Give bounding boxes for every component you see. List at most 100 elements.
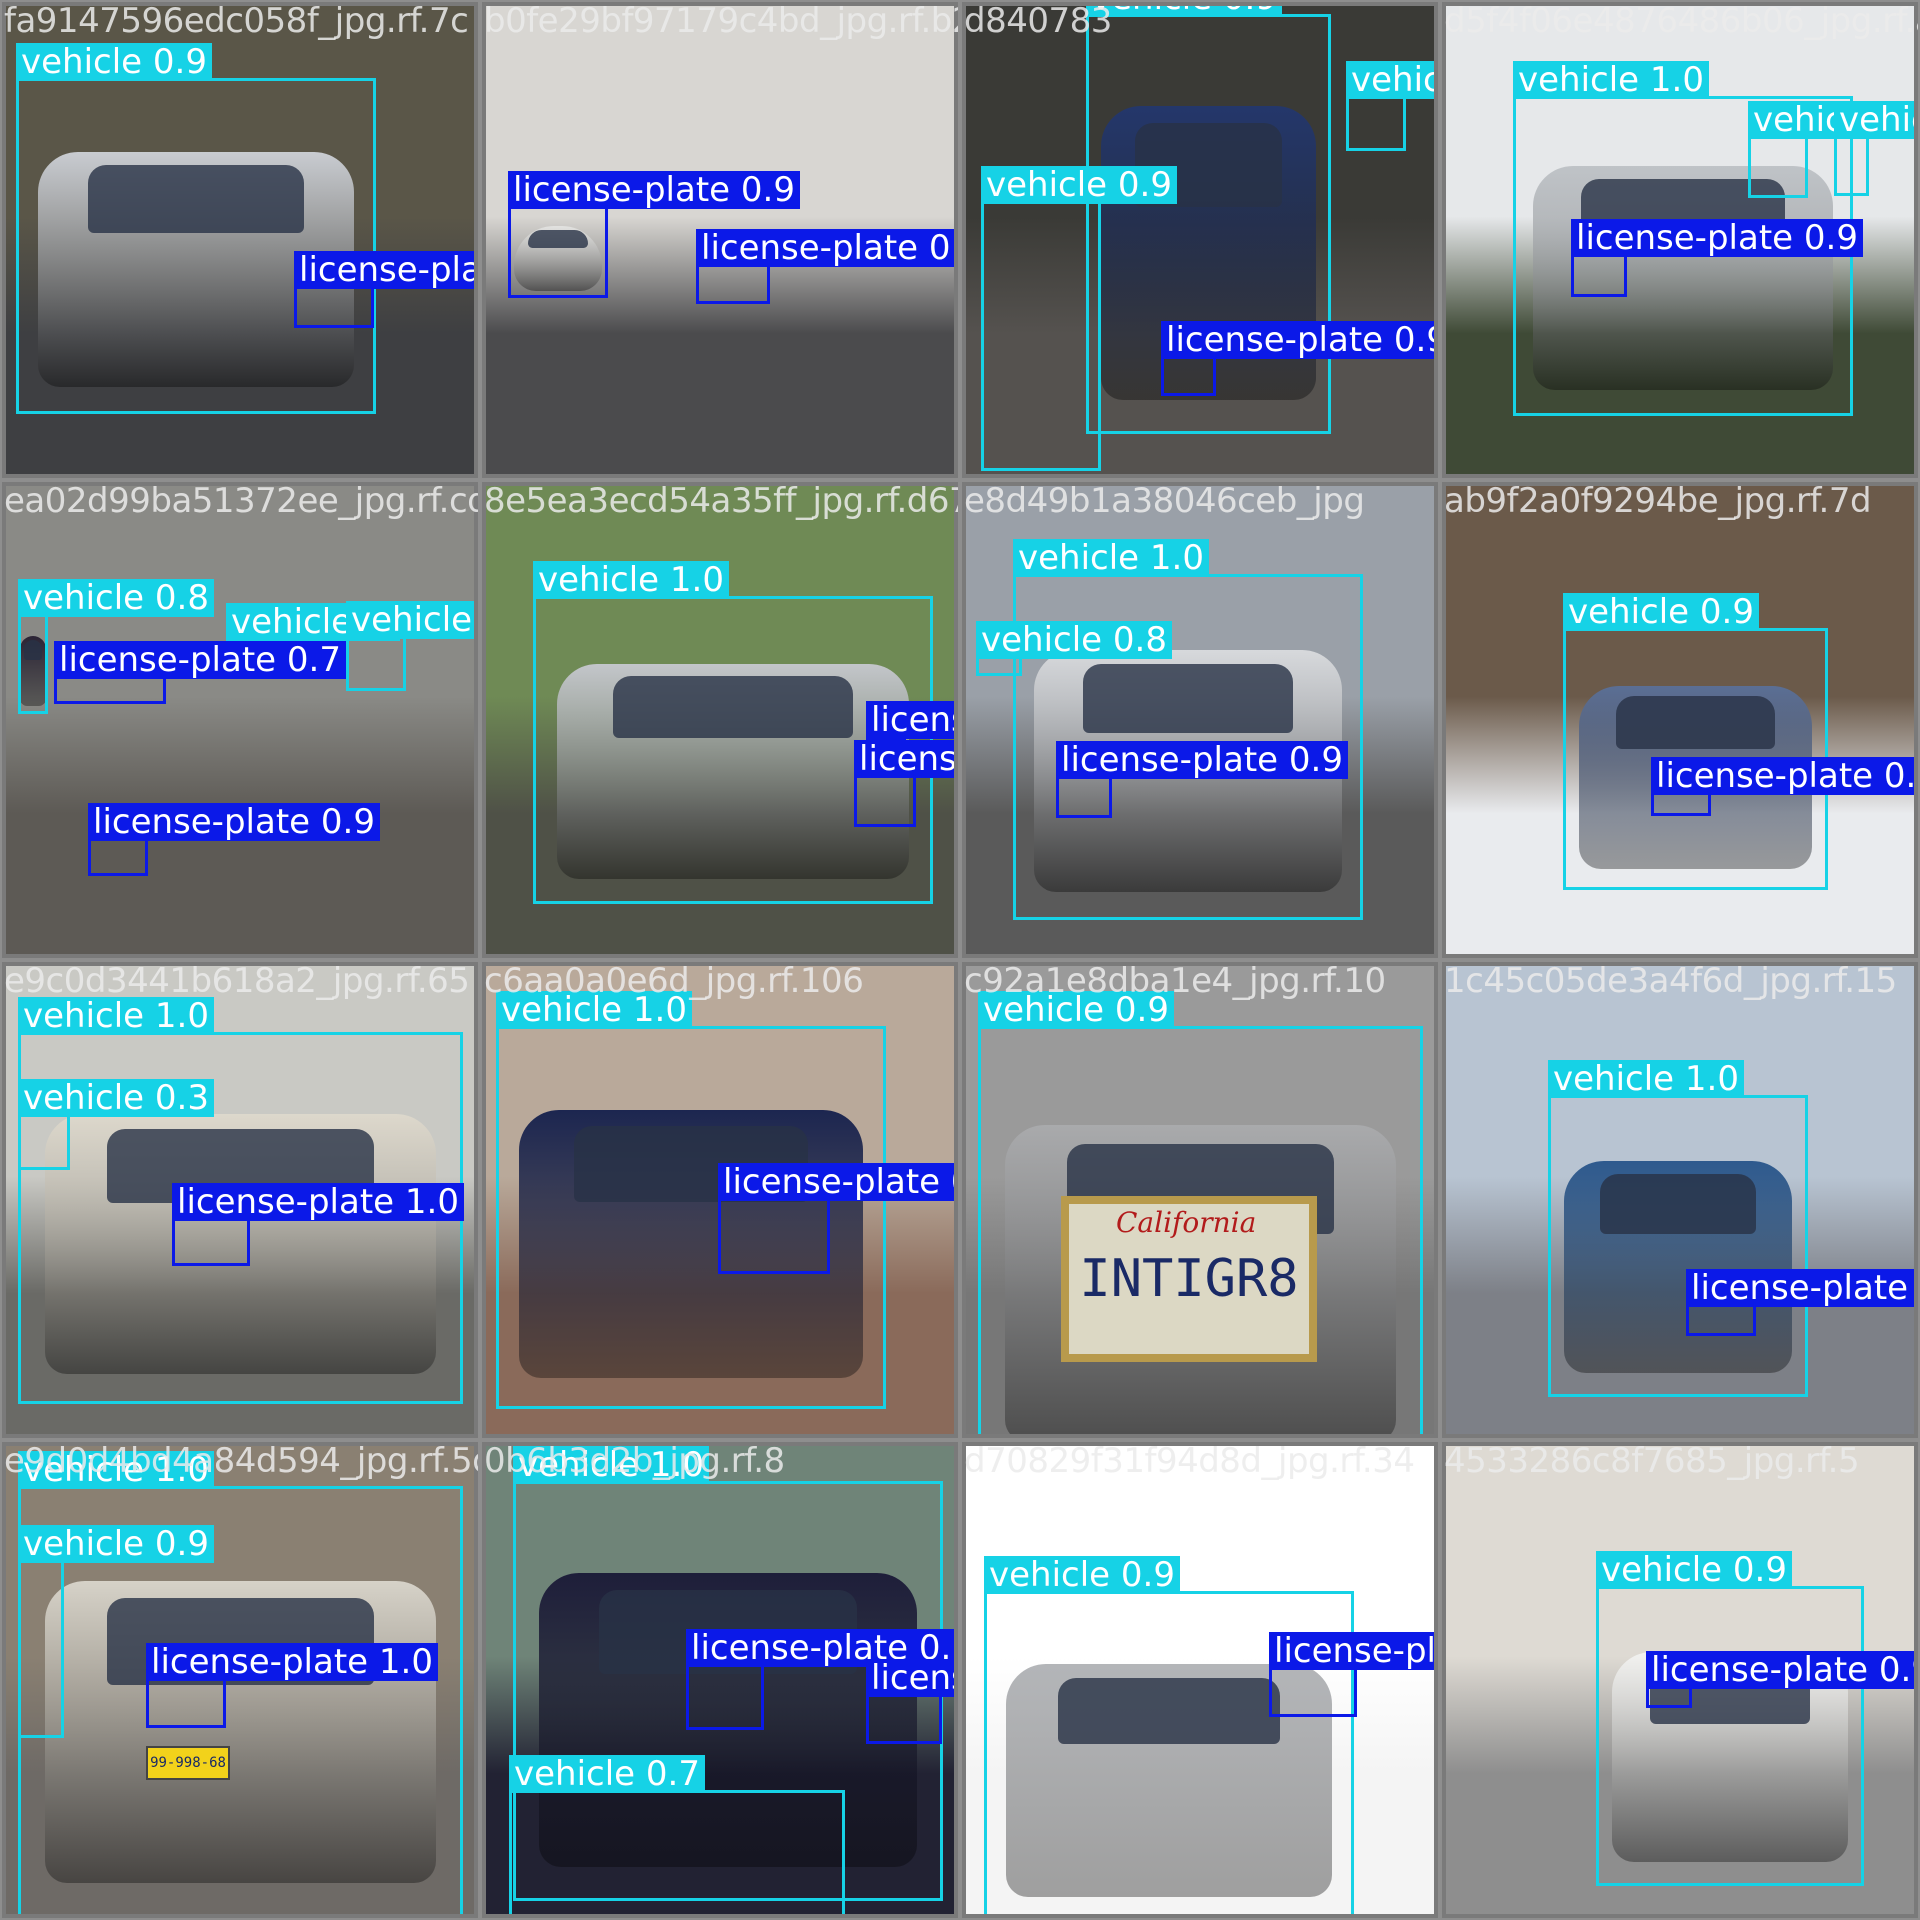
detection-label: vehicle 1.0 <box>1548 1060 1744 1098</box>
result-tile: vehicle 0.9 license-plate 0.9 4533286c8f76… <box>1440 1440 1920 1920</box>
detection-label: vehicle 1.0 <box>533 561 729 599</box>
license-plate-box: license-plate 0.5 <box>686 1629 954 1730</box>
vehicle-box: vehicle 1.0 <box>18 997 463 1404</box>
vehicle-box: vehicle 0.4 <box>1748 101 1914 198</box>
vehicle-box: vehicle 1.0 <box>533 561 933 904</box>
result-tile: vehicle 1.0 license-plate 0.9 c6aa0a0e6d_j… <box>480 960 960 1440</box>
detection-label: vehicle 0.9 <box>978 991 1174 1029</box>
vehicle-box: vehicle 0.4 <box>1346 61 1434 151</box>
detection-label: vehicle 0.8 <box>976 621 1172 659</box>
result-tile: vehicle 0.9 vehicle 0.4 vehicle 0.9 license… <box>960 0 1440 480</box>
detection-label: license-plate 1.0 <box>146 1643 438 1681</box>
detection-label: vehicle 0.9 <box>1596 1551 1792 1589</box>
detection-label: vehicle 0.9 <box>18 1525 214 1563</box>
result-tile: license-plate 0.9 license-plate 0.7 b0fe29… <box>480 0 960 480</box>
vehicle-box: vehicle 1.0 <box>1548 1060 1808 1397</box>
detection-label: license-plate 0.9 <box>294 251 474 289</box>
license-plate-box: license-plate 0.9 <box>1161 321 1434 396</box>
license-plate-box: license-plate 0.9 <box>294 251 474 328</box>
license-plate-box: license-plate 0.9 <box>1571 219 1863 297</box>
detection-label: vehicle 1.0 <box>1513 61 1709 99</box>
vehicle-box: vehicle 0.8 <box>18 579 214 714</box>
detection-label: license-plate <box>854 740 954 778</box>
detection-label: license-plate 0.9 <box>1161 321 1434 359</box>
image-filename: e9c0d3441b618a2_jpg.rf.65 <box>4 961 470 1001</box>
result-tile: vehicle 1.0 vehicle 0.3 license-plate 1.0 e… <box>0 960 480 1440</box>
plate-text: INTIGR8 <box>1061 1196 1317 1362</box>
image-filename: 8e5ea3ecd54a35ff_jpg.rf.d67 <box>484 481 960 521</box>
detection-label: vehicle 0.7 <box>509 1755 705 1793</box>
vehicle-box: vehicle 0.9 <box>16 43 376 414</box>
detection-label: license-plate 0.9 <box>1056 741 1348 779</box>
car-window <box>1616 696 1775 749</box>
license-plate-box: license-plate 0.9 <box>1056 741 1348 818</box>
vehicle-photo: vehicle 0.9 license-plate 0.9 <box>966 1446 1434 1914</box>
vehicle-box: vehicle 0.3 <box>346 601 474 691</box>
plate-text: 99-998-68 <box>146 1746 230 1780</box>
result-tile: vehicle 1.0 license-plate 0.4license-plat… <box>480 480 960 960</box>
image-filename: e9d0d4bd4a84d594_jpg.rf.5d <box>4 1441 480 1481</box>
vehicle-box: vehicle 0.9 <box>984 1556 1354 1914</box>
image-filename: ab9f2a0f9294be_jpg.rf.7d <box>1444 481 1872 521</box>
car-window <box>528 229 588 249</box>
license-plate-box: license-plate 1.0 <box>146 1643 438 1728</box>
detection-label: vehicle 0.8 <box>18 579 214 617</box>
vehicle-photo: vehicle 1.0 license-plate 0.4license-plat… <box>486 486 954 954</box>
vehicle-photo: vehicle 1.0 vehicle 0.3 license-plate 1.0 <box>6 966 474 1434</box>
license-plate-box: license-plate 0.9 <box>88 803 380 876</box>
image-filename: ea02d99ba51372ee_jpg.rf.cd <box>4 481 480 521</box>
car-window <box>1600 1173 1756 1234</box>
license-plate-box: license-plate 0.8 <box>866 1659 954 1744</box>
vehicle-box: vehicle 0.9 <box>978 991 1423 1434</box>
detection-label: license-plate 0.9 <box>1646 1651 1914 1689</box>
detection-label: license-plate 0.7 <box>696 229 954 267</box>
result-tile: vehicle 1.0 license-plate 0.9 1c45c05de3a4… <box>1440 960 1920 1440</box>
car-window <box>88 165 304 233</box>
detection-label: vehicle 0.9 <box>1563 593 1759 631</box>
license-plate-box: license-plate 0.9 <box>1646 1651 1914 1708</box>
image-filename: c92a1e8dba1e4_jpg.rf.10 <box>964 961 1386 1001</box>
vehicle-photo: vehicle 1.0 license-plate 0.9 <box>486 966 954 1434</box>
detection-label: vehicle 0.9 <box>984 1556 1180 1594</box>
detection-label: license-plate 0.9 <box>1571 219 1863 257</box>
result-tile: vehicle 1.0 vehicle 0.8 license-plate 0.9 e… <box>960 480 1440 960</box>
detection-label: vehicle 0.3 <box>346 601 474 639</box>
detection-label: vehicle 1.0 <box>18 1451 214 1489</box>
result-tile: 99-998-68 vehicle 1.0 vehicle 0.9 license-p… <box>0 1440 480 1920</box>
vehicle-photo: 99-998-68 vehicle 1.0 vehicle 0.9 license-p… <box>6 1446 474 1914</box>
image-filename: e8d49b1a38046ceb_jpg <box>964 481 1365 521</box>
vehicle-box: vehicle 1.0 <box>1513 61 1853 416</box>
license-plate-box: license-plate 0.9 <box>508 171 800 298</box>
detection-label: license-plate 0.9 <box>508 171 800 209</box>
license-plate-box: license-plate 1.0 <box>172 1183 464 1266</box>
vehicle-box: vehicle 0.9 <box>18 1525 214 1738</box>
vehicle-box: vehicle 0.7 <box>509 1755 845 1914</box>
detection-label: license-plate 0.9 <box>1269 1632 1434 1670</box>
vehicle-photo: vehicle 0.9 license-plate 0.9 <box>6 6 474 474</box>
detection-label: license-plate 0.4 <box>866 701 954 739</box>
image-filename: c6aa0a0e6d_jpg.rf.106 <box>484 961 864 1001</box>
detection-label: license-plate 0.7 <box>54 641 346 679</box>
plate-state: California <box>1116 1206 1257 1239</box>
image-filename: d70829f31f94d8d_jpg.rf.34 <box>964 1441 1415 1481</box>
vehicle-photo: vehicle 0.9 license-plate 0.9 <box>1446 486 1914 954</box>
detection-label: vehicle 1.0 <box>1013 539 1209 577</box>
image-filename: b0fe29bf97179c4bd_jpg.rf.b2 <box>484 1 960 41</box>
detection-label: license-plate 1.0 <box>172 1183 464 1221</box>
result-tile: vehicle 0.9 license-plate 0.9 ab9f2a0f9294… <box>1440 480 1920 960</box>
vehicle-box: vehicle 0.3 <box>18 1079 214 1170</box>
vehicle-photo: INTIGR8 California vehicle 0.9 <box>966 966 1434 1434</box>
vehicle-box: vehicle 1.0 <box>1013 539 1363 920</box>
vehicle-photo: vehicle 1.0 vehicle 0.8 license-plate 0.9 <box>966 486 1434 954</box>
vehicle-box: vehicle 0.8 <box>976 621 1172 676</box>
image-filename: 1c45c05de3a4f6d_jpg.rf.15 <box>1444 961 1897 1001</box>
license-plate-box: license-plate 0.9 <box>1686 1269 1914 1336</box>
license-plate-box: license-plate 0.7 <box>54 641 346 704</box>
car-window <box>1083 663 1293 734</box>
license-plate-box: license-plate 0.9 <box>718 1163 954 1274</box>
